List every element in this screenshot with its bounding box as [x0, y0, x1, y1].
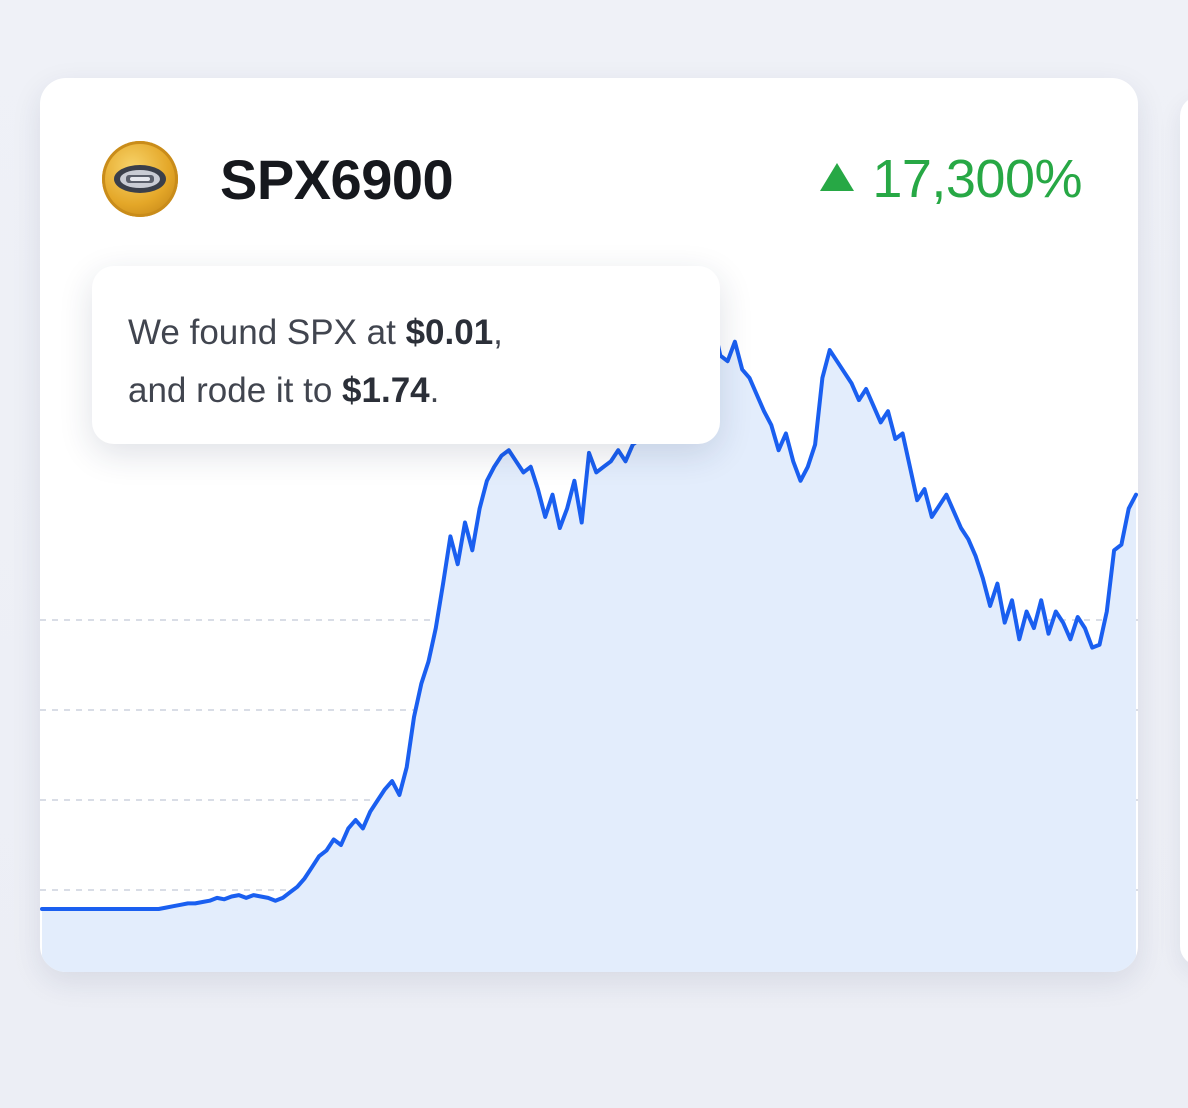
- callout-line-2-text: and rode it to: [128, 371, 343, 410]
- coin-identity: SPX6900: [102, 141, 454, 217]
- price-chart: [40, 298, 1138, 972]
- callout-line-1: We found SPX at $0.01,: [128, 304, 684, 362]
- callout-line-2: and rode it to $1.74.: [128, 362, 684, 420]
- callout-line-1-end: ,: [493, 313, 503, 352]
- price-change-value: 17,300%: [872, 149, 1082, 209]
- coin-name: SPX6900: [220, 147, 454, 211]
- spx-coin-logo-icon: [102, 141, 178, 217]
- coin-performance-card[interactable]: SPX6900 17,300% We found SPX at $0.01, a…: [40, 78, 1138, 972]
- price-line: [40, 298, 1138, 911]
- callout-exit-price: $1.74: [342, 371, 430, 410]
- callout-entry-price: $0.01: [405, 313, 494, 352]
- price-change: 17,300%: [820, 148, 1082, 210]
- card-header: SPX6900 17,300%: [102, 140, 1082, 218]
- callout-line-1-text: We found SPX at: [128, 313, 406, 352]
- callout-line-2-end: .: [429, 371, 440, 410]
- price-callout: We found SPX at $0.01, and rode it to $1…: [92, 266, 720, 444]
- triangle-up-icon: [820, 163, 855, 191]
- next-card-edge[interactable]: [1180, 96, 1188, 966]
- price-area-fill: [42, 300, 1136, 972]
